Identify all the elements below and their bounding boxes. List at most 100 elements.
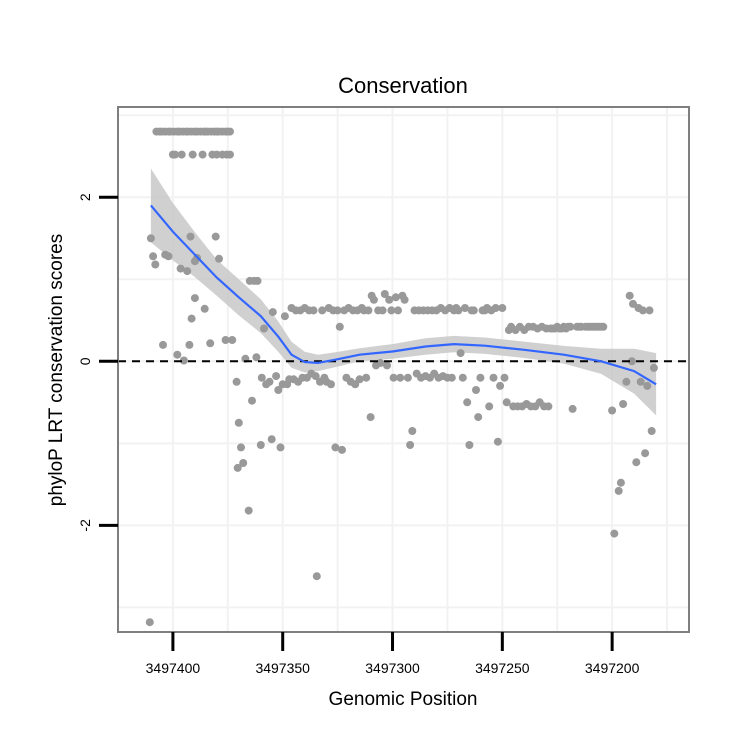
data-point [645, 306, 654, 315]
data-point [237, 443, 245, 452]
data-point [403, 373, 412, 382]
data-point [380, 290, 389, 298]
data-point [212, 150, 221, 159]
data-point [463, 398, 472, 407]
data-point [327, 380, 335, 389]
data-point [226, 127, 234, 136]
data-point [151, 260, 160, 269]
data-point [331, 443, 340, 452]
data-point [312, 572, 321, 581]
data-point [268, 308, 277, 317]
chart-title: Conservation [338, 73, 468, 98]
data-point [276, 443, 285, 452]
data-point [179, 356, 188, 365]
data-point [171, 150, 180, 159]
data-point [274, 386, 283, 394]
data-point [260, 324, 268, 333]
data-point [400, 295, 409, 304]
data-point [366, 413, 375, 422]
data-point [272, 372, 281, 381]
data-point [183, 267, 192, 276]
data-point [502, 398, 511, 407]
data-point [629, 299, 637, 308]
data-point [385, 295, 394, 304]
x-axis-title: Genomic Position [329, 689, 478, 710]
data-point [616, 478, 625, 487]
data-point [188, 150, 197, 159]
data-point [335, 322, 344, 331]
data-point [391, 293, 400, 302]
data-point [253, 276, 262, 285]
data-point [311, 372, 320, 381]
y-tick-label: 2 [77, 193, 93, 201]
data-point [485, 402, 494, 411]
data-point [622, 377, 631, 386]
panel-border [117, 106, 690, 633]
data-point [493, 437, 502, 446]
data-point [568, 404, 577, 413]
data-point [265, 377, 274, 386]
data-point [608, 406, 617, 415]
data-point [186, 232, 195, 241]
data-point [472, 386, 480, 394]
data-point [362, 373, 371, 382]
data-point [369, 295, 378, 304]
data-point [447, 373, 456, 382]
x-tick-label: 3497350 [255, 660, 310, 676]
data-point [641, 449, 650, 458]
x-tick-label: 3497400 [146, 660, 201, 676]
data-point [378, 306, 387, 315]
data-point [544, 402, 553, 411]
data-point [187, 314, 196, 323]
x-tick-label: 3497200 [585, 660, 640, 676]
x-axis: 3497400 3497350 3497300 3497250 3497200 [146, 632, 640, 676]
data-point [233, 463, 242, 472]
data-point [177, 150, 186, 159]
data-point [176, 264, 185, 273]
data-point [198, 150, 207, 159]
data-point [396, 373, 405, 382]
data-point [489, 373, 498, 382]
data-point [638, 306, 647, 315]
data-point [476, 373, 485, 382]
data-point [309, 306, 318, 315]
data-point [647, 427, 656, 435]
data-point [389, 373, 398, 382]
data-point [355, 375, 364, 384]
data-point [333, 306, 342, 315]
data-point [465, 441, 474, 449]
plot-panel [117, 106, 690, 633]
data-point [649, 363, 658, 372]
data-point [491, 304, 500, 312]
smooth-trend-line [150, 204, 657, 386]
data-point [234, 418, 243, 427]
data-point [625, 291, 634, 300]
data-point [469, 306, 478, 315]
data-point [610, 529, 619, 538]
y-axis: -2 0 2 [77, 193, 118, 532]
data-point [496, 381, 505, 390]
data-point [387, 306, 396, 315]
y-tick-label: -2 [77, 519, 93, 532]
data-points [145, 127, 658, 627]
data-point [636, 377, 645, 386]
data-point [211, 232, 220, 241]
data-point [159, 340, 167, 349]
grid-lines [117, 107, 689, 632]
data-point [248, 396, 256, 405]
data-point [190, 294, 199, 303]
x-tick-label: 3497300 [365, 660, 420, 676]
data-point [221, 336, 230, 344]
data-point [164, 252, 173, 261]
data-point [627, 357, 636, 366]
data-point [146, 234, 155, 243]
y-tick-label: 0 [77, 357, 93, 365]
data-point [454, 306, 463, 315]
data-point [614, 486, 623, 495]
data-point [232, 377, 241, 386]
data-point [318, 306, 327, 315]
data-point [257, 373, 266, 382]
data-point [280, 312, 289, 321]
data-point [376, 358, 385, 367]
